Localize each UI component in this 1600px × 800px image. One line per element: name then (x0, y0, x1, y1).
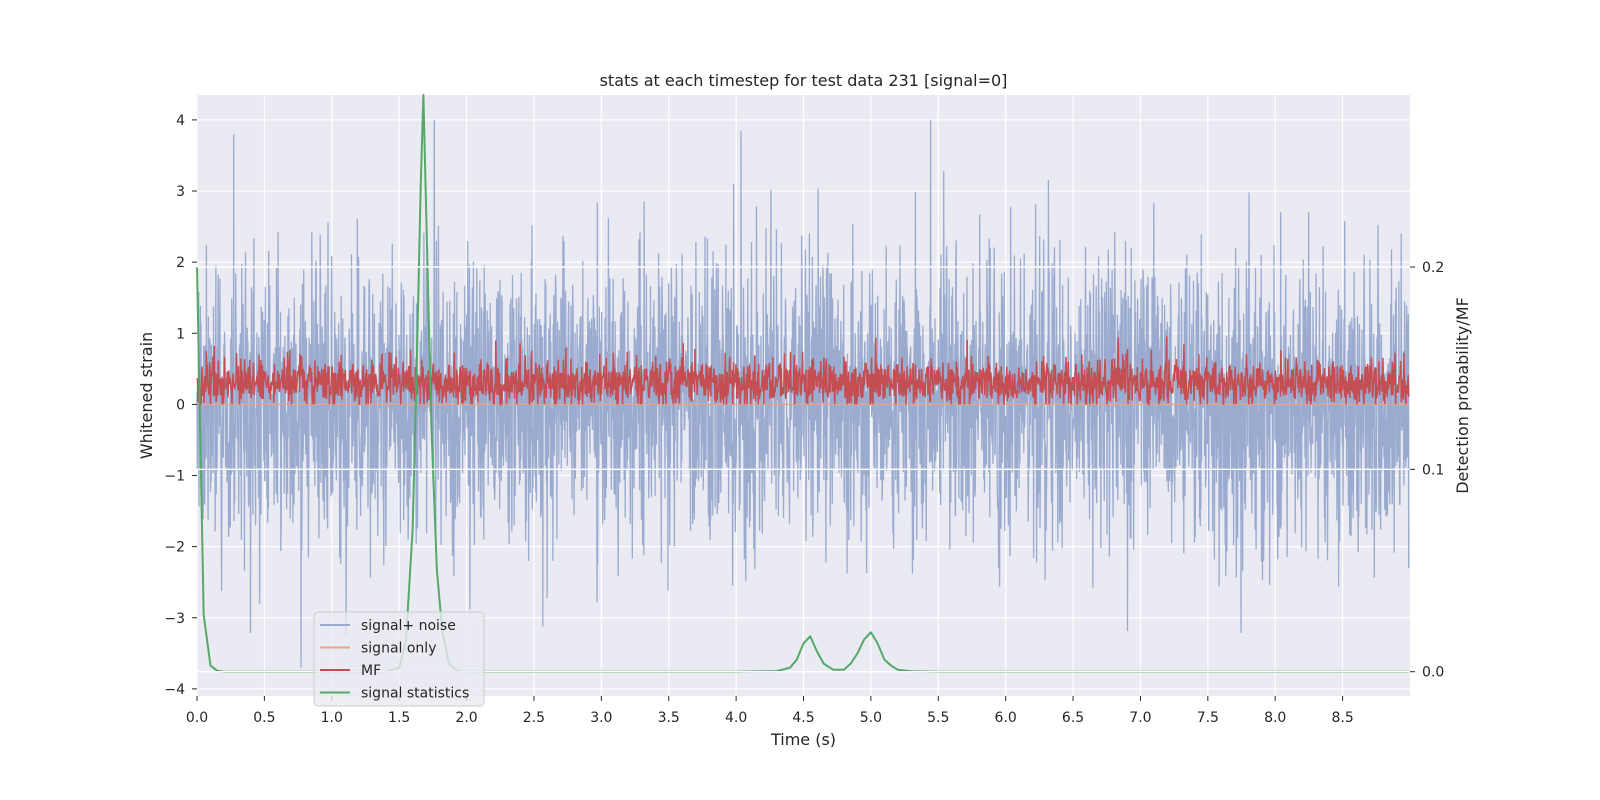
legend-label: signal+ noise (361, 618, 456, 634)
x-tick-label: 8.0 (1264, 710, 1286, 726)
x-tick-label: 5.5 (927, 710, 949, 726)
y-tick-label: −1 (164, 469, 185, 485)
y-tick-label: 3 (176, 184, 185, 200)
x-tick-label: 5.0 (860, 710, 882, 726)
y-axis-right-label: Detection probability/MF (1453, 297, 1472, 494)
legend-label: signal only (361, 641, 436, 657)
y-right-tick-label: 0.1 (1422, 462, 1444, 478)
chart-title: stats at each timestep for test data 231… (600, 71, 1008, 90)
x-tick-label: 6.0 (995, 710, 1017, 726)
x-axis-label: Time (s) (770, 730, 836, 749)
legend-label: MF (361, 663, 381, 679)
x-tick-label: 3.5 (658, 710, 680, 726)
y-tick-label: −4 (164, 682, 185, 698)
x-tick-label: 4.0 (725, 710, 747, 726)
legend-box (313, 611, 485, 707)
series-mf (196, 336, 1410, 406)
x-tick-label: 8.5 (1331, 710, 1353, 726)
x-tick-label: 7.0 (1129, 710, 1151, 726)
x-tick-label: 0.0 (186, 710, 208, 726)
legend-label: signal statistics (361, 686, 469, 702)
legend: signal+ noise signal only MF signal statist… (313, 611, 485, 707)
x-tick-label: 2.0 (455, 710, 477, 726)
x-tick-label: 7.5 (1197, 710, 1219, 726)
x-tick-label: 4.5 (792, 710, 814, 726)
y-right-tick-label: 0.2 (1422, 260, 1444, 276)
y-tick-label: −2 (164, 540, 185, 556)
y-axis-label: Whitened strain (137, 332, 156, 459)
x-tick-label: 2.5 (523, 710, 545, 726)
x-tick-label: 3.0 (590, 710, 612, 726)
y-right-tick-label: 0.0 (1422, 665, 1444, 681)
x-tick-label: 1.0 (321, 710, 343, 726)
y-tick-label: 0 (176, 397, 185, 413)
y-tick-label: 1 (176, 326, 185, 342)
y-tick-label: −3 (164, 611, 185, 627)
x-tick-label: 6.5 (1062, 710, 1084, 726)
y-tick-label: 2 (176, 255, 185, 271)
y-tick-label: 4 (176, 113, 185, 129)
axes: 0.0 0.5 1.0 1.5 2.0 2.5 3.0 3.5 4.0 4.5 5.0 5.5 6.0 6… (164, 113, 1444, 726)
x-tick-label: 0.5 (253, 710, 275, 726)
x-tick-label: 1.5 (388, 710, 410, 726)
